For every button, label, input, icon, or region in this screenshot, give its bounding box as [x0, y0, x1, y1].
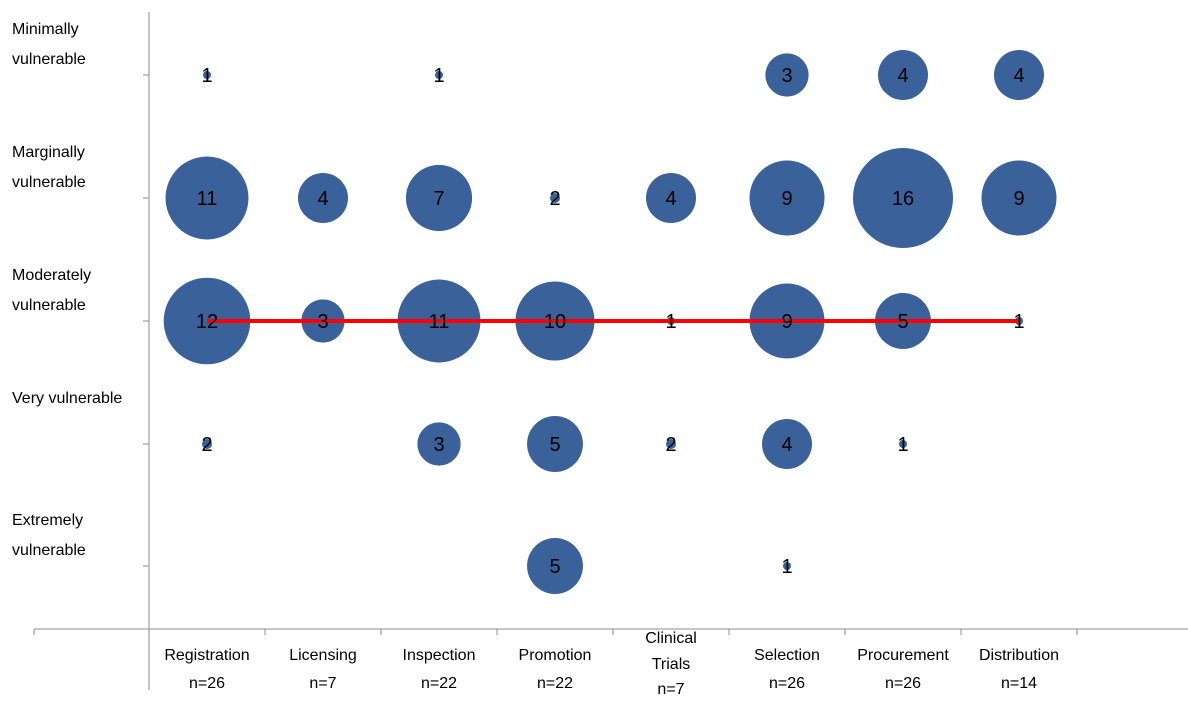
bubble-registration-marginally-vulnerable — [165, 156, 249, 240]
bubble-label-selection-very-vulnerable: 4 — [781, 434, 792, 456]
bubble-label-clinical-trials-moderately-vulnerable: 1 — [665, 311, 676, 333]
bubble-clinical-trials-very-vulnerable — [666, 439, 676, 449]
bubble-distribution-marginally-vulnerable — [981, 160, 1057, 236]
bubble-label-procurement-moderately-vulnerable: 5 — [897, 311, 908, 333]
bubble-label-procurement-minimally-vulnerable: 4 — [897, 65, 908, 87]
x-label-name: Licensing — [289, 647, 357, 664]
x-label-name: Clinical Trials — [645, 630, 697, 673]
x-label-n: n=7 — [657, 681, 685, 698]
x-label-name: Procurement — [857, 647, 949, 664]
x-label-selection: Selection n=26 — [729, 642, 845, 698]
y-label-extremely-vulnerable: Extremely vulnerable — [12, 512, 86, 559]
y-label-very-vulnerable: Very vulnerable — [12, 390, 123, 407]
bubble-label-inspection-minimally-vulnerable: 1 — [433, 65, 444, 87]
bubble-inspection-marginally-vulnerable — [405, 164, 473, 232]
bubble-label-promotion-extremely-vulnerable: 5 — [549, 556, 560, 578]
bubble-label-registration-moderately-vulnerable: 12 — [196, 311, 218, 333]
x-label-registration: Registration n=26 — [149, 642, 265, 698]
bubble-registration-very-vulnerable — [202, 439, 212, 449]
bubble-promotion-extremely-vulnerable — [527, 538, 583, 594]
bubble-labels: 1 1 3 4 411 4 7 2 4 9 16 912 3 11 10 1 9 5 12 3 5 2 4 15 1 — [196, 65, 1025, 578]
bubble-label-distribution-marginally-vulnerable: 9 — [1013, 188, 1024, 210]
bubble-distribution-minimally-vulnerable — [994, 50, 1044, 100]
bubble-inspection-very-vulnerable — [417, 422, 461, 466]
bubble-label-inspection-marginally-vulnerable: 7 — [433, 188, 444, 210]
bubble-licensing-marginally-vulnerable — [298, 173, 348, 223]
bubble-label-selection-moderately-vulnerable: 9 — [781, 311, 792, 333]
bubble-selection-minimally-vulnerable — [765, 53, 809, 97]
x-label-distribution: Distribution n=14 — [961, 642, 1077, 698]
bubble-label-distribution-minimally-vulnerable: 4 — [1013, 65, 1024, 87]
bubble-label-promotion-moderately-vulnerable: 10 — [544, 311, 566, 333]
bubble-label-procurement-marginally-vulnerable: 16 — [892, 188, 914, 210]
x-label-n: n=7 — [309, 675, 337, 692]
x-label-n: n=26 — [768, 675, 806, 692]
bubble-label-selection-marginally-vulnerable: 9 — [781, 188, 792, 210]
bubble-label-registration-minimally-vulnerable: 1 — [201, 65, 212, 87]
bubble-label-procurement-very-vulnerable: 1 — [897, 434, 908, 456]
x-label-name: Promotion — [518, 647, 592, 664]
bubble-procurement-marginally-vulnerable — [853, 148, 953, 248]
bubble-label-registration-very-vulnerable: 2 — [201, 434, 212, 456]
x-label-n: n=26 — [188, 675, 226, 692]
bubble-label-clinical-trials-marginally-vulnerable: 4 — [665, 188, 676, 210]
x-label-n: n=22 — [420, 675, 458, 692]
x-label-name: Distribution — [978, 647, 1060, 664]
x-label-inspection: Inspection n=22 — [381, 642, 497, 698]
y-label-minimally-vulnerable: Minimally vulnerable — [12, 21, 86, 68]
bubble-clinical-trials-marginally-vulnerable — [646, 173, 696, 223]
y-label-marginally-vulnerable: Marginally vulnerable — [12, 144, 86, 191]
x-label-licensing: Licensing n=7 — [265, 642, 381, 698]
axes — [33, 12, 1188, 690]
bubble-selection-very-vulnerable — [762, 419, 812, 469]
bubble-label-promotion-very-vulnerable: 5 — [549, 434, 560, 456]
x-label-procurement: Procurement n=26 — [845, 642, 961, 698]
x-label-name: Inspection — [402, 647, 476, 664]
x-label-n: n=26 — [884, 675, 922, 692]
bubble-label-selection-extremely-vulnerable: 1 — [781, 556, 792, 578]
bubble-label-distribution-moderately-vulnerable: 1 — [1013, 311, 1024, 333]
x-label-n: n=22 — [536, 675, 574, 692]
bubble-label-registration-marginally-vulnerable: 11 — [197, 188, 218, 210]
y-label-moderately-vulnerable: Moderately vulnerable — [12, 267, 92, 314]
bubble-label-selection-minimally-vulnerable: 3 — [781, 65, 792, 87]
bubble-registration-minimally-vulnerable — [203, 71, 211, 79]
x-label-name: Selection — [754, 647, 820, 664]
bubble-promotion-very-vulnerable — [527, 416, 583, 472]
x-label-promotion: Promotion n=22 — [497, 642, 613, 698]
bubble-label-inspection-moderately-vulnerable: 11 — [429, 311, 450, 333]
bubble-label-licensing-moderately-vulnerable: 3 — [317, 311, 328, 333]
bubble-procurement-very-vulnerable — [899, 440, 907, 448]
bubble-procurement-minimally-vulnerable — [878, 50, 928, 100]
bubble-label-inspection-very-vulnerable: 3 — [433, 434, 444, 456]
bubble-label-clinical-trials-very-vulnerable: 2 — [665, 434, 676, 456]
x-label-name: Registration — [164, 647, 250, 664]
bubble-label-licensing-marginally-vulnerable: 4 — [317, 188, 328, 210]
bubble-promotion-marginally-vulnerable — [550, 193, 560, 203]
bubble-selection-marginally-vulnerable — [749, 160, 825, 236]
x-label-clinical-trials: Clinical Trials n=7 — [613, 626, 729, 702]
bubble-inspection-minimally-vulnerable — [435, 71, 443, 79]
bubble-label-promotion-marginally-vulnerable: 2 — [549, 188, 560, 210]
bubble-selection-extremely-vulnerable — [783, 562, 791, 570]
x-label-n: n=14 — [1000, 675, 1038, 692]
